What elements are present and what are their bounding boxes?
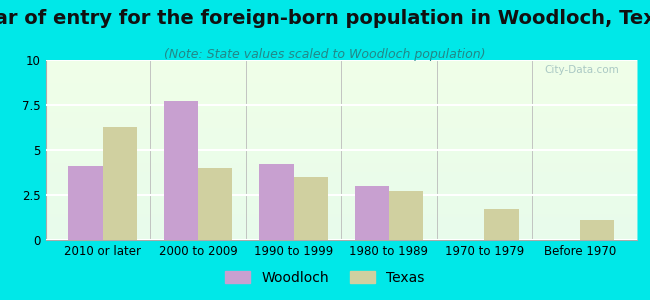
Bar bbox=[68, 166, 103, 240]
Bar bbox=[294, 177, 328, 240]
Bar bbox=[389, 191, 423, 240]
Legend: Woodloch, Texas: Woodloch, Texas bbox=[220, 265, 430, 290]
Bar bbox=[198, 168, 233, 240]
Bar bbox=[484, 209, 519, 240]
Text: City-Data.com: City-Data.com bbox=[545, 65, 619, 75]
Bar bbox=[580, 220, 614, 240]
Text: (Note: State values scaled to Woodloch population): (Note: State values scaled to Woodloch p… bbox=[164, 48, 486, 61]
Text: Year of entry for the foreign-born population in Woodloch, Texas: Year of entry for the foreign-born popul… bbox=[0, 9, 650, 28]
Bar bbox=[259, 164, 294, 240]
Bar bbox=[164, 101, 198, 240]
Bar bbox=[355, 186, 389, 240]
Bar bbox=[103, 127, 137, 240]
